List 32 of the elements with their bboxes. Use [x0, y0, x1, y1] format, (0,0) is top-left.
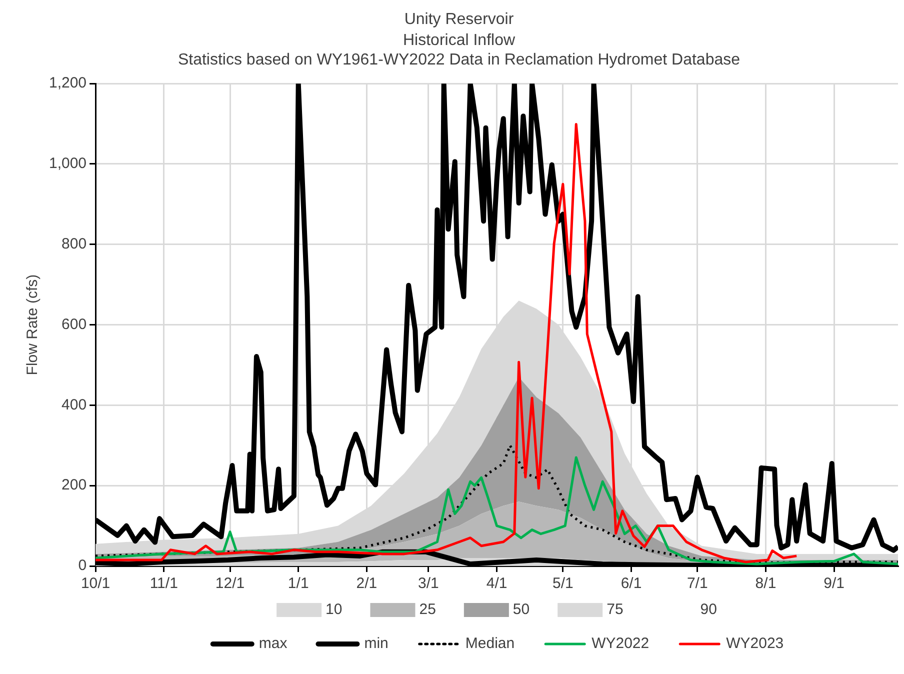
x-tick-label: 12/1 [215, 575, 245, 592]
legend-label: WY2022 [592, 635, 650, 652]
x-tick-label: 9/1 [824, 575, 844, 592]
x-tick-label: 5/1 [552, 575, 574, 592]
y-tick-label: 1,200 [48, 74, 87, 92]
text: 90 [700, 601, 717, 618]
legend-label: max [258, 635, 288, 652]
y-tick-label: 1,000 [48, 155, 87, 172]
legend-label: 75 [606, 601, 624, 618]
legend-label: Median [465, 635, 515, 652]
y-tick-label: 600 [62, 316, 87, 333]
chart-subtitle: Historical Inflow Statistics based on WY1961-WY2022 Data in Reclamation Hydromet Database [178, 32, 740, 68]
x-tick-label: 11/1 [150, 575, 178, 592]
x-tick-label: 3/1 [418, 575, 439, 592]
y-axis-title: Flow Rate (cfs) [24, 274, 42, 376]
y-tick-label: 400 [62, 396, 87, 414]
x-tick-label: 2/1 [356, 575, 378, 592]
legend-label: 50 [512, 601, 530, 618]
x-tick-label: 1/1 [288, 575, 309, 592]
x-tick-label: 4/1 [486, 575, 508, 592]
legend-label: 25 [419, 601, 436, 618]
y-tick-label: 200 [62, 476, 87, 494]
x-tick-label: 7/1 [686, 575, 708, 592]
legend-label: WY2023 [726, 635, 784, 652]
x-tick-label: 6/1 [620, 575, 642, 592]
legend-label: min [364, 635, 388, 652]
y-tick-label: 0 [78, 557, 87, 574]
y-tick-label: 800 [62, 236, 87, 253]
legend-label: 10 [326, 601, 342, 618]
x-tick-label: 8/1 [755, 575, 776, 592]
chart-title: Unity Reservoir [404, 11, 514, 28]
x-tick-label: 10/1 [80, 575, 110, 592]
